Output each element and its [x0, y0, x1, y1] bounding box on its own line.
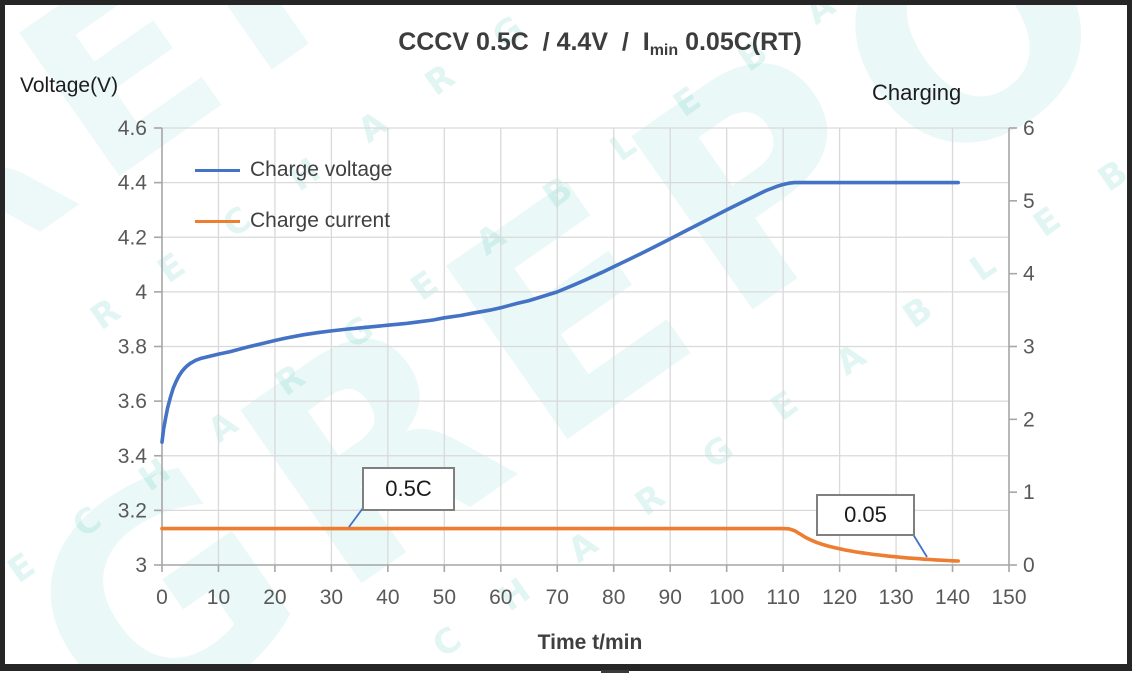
right-axis-tick-label: 2: [1023, 408, 1035, 431]
right-axis-tick-label: 1: [1023, 481, 1035, 504]
left-axis-tick-label: 3.8: [118, 336, 147, 359]
annotation-callout-0.5C: 0.5C: [362, 467, 455, 511]
x-axis-tick-label: 70: [546, 586, 569, 609]
chart-title-text: 0.05C(RT): [678, 28, 802, 56]
left-axis-tick-label: 3: [135, 554, 147, 577]
legend-label: Charge current: [250, 209, 391, 232]
annotation-leader-0.5C: [348, 507, 364, 528]
x-axis-tick-label: 90: [659, 586, 682, 609]
x-axis-tick-label: 80: [602, 586, 625, 609]
x-axis-tick-label: 30: [320, 586, 343, 609]
x-axis-tick-label: 50: [433, 586, 456, 609]
left-axis-tick-label: 4: [135, 281, 147, 304]
legend-line-swatch: [195, 219, 240, 223]
left-axis-tick-label: 3.4: [118, 445, 148, 468]
x-axis-tick-label: 110: [766, 586, 799, 609]
right-axis-tick-label: 4: [1023, 263, 1035, 286]
right-axis-title: Charging: [872, 80, 962, 105]
left-axis-tick-label: 4.6: [118, 117, 147, 140]
x-axis-tick-label: 130: [879, 586, 914, 609]
series-line-charge-current: [160, 526, 961, 563]
left-axis-tick-label: 3.2: [118, 499, 147, 522]
x-axis-tick-label: 10: [207, 586, 230, 609]
left-axis-tick-label: 4.2: [118, 226, 147, 249]
legend-label: Charge voltage: [250, 158, 393, 181]
right-axis-tick-label: 6: [1023, 117, 1035, 140]
x-axis-tick-label: 100: [709, 586, 744, 609]
right-axis-tick-label: 0: [1023, 554, 1035, 577]
x-axis-tick-label: 140: [935, 586, 970, 609]
chart-title-subscript: min: [649, 42, 679, 59]
series-line-charge-voltage: [160, 180, 961, 444]
chart-title: CCCV 0.5C / 4.4V / Imin 0.05C(RT): [100, 28, 1100, 60]
x-axis-title: Time t/min: [537, 631, 643, 654]
right-axis-tick-label: 5: [1023, 190, 1035, 213]
legend-line-swatch: [195, 168, 240, 172]
x-axis-tick-label: 120: [822, 586, 857, 609]
legend-item-charge-current: Charge current: [195, 209, 390, 233]
right-axis-tick-label: 3: [1023, 336, 1035, 359]
legend-item-charge-voltage: Charge voltage: [195, 158, 392, 182]
left-axis-title: Voltage(V): [20, 74, 119, 97]
cropped-caption-fragment: [601, 670, 629, 673]
left-axis-tick-label: 4.4: [118, 172, 148, 195]
x-axis-tick-label: 40: [376, 586, 399, 609]
x-axis-tick-label: 150: [991, 586, 1026, 609]
x-axis-tick-label: 20: [263, 586, 286, 609]
chart-title-text: CCCV 0.5C / 4.4V / I: [398, 28, 650, 56]
annotation-callout-0.05: 0.05: [816, 494, 915, 536]
x-axis-tick-label: 0: [156, 586, 168, 609]
left-axis-tick-label: 3.6: [118, 390, 147, 413]
x-axis-tick-label: 60: [489, 586, 512, 609]
